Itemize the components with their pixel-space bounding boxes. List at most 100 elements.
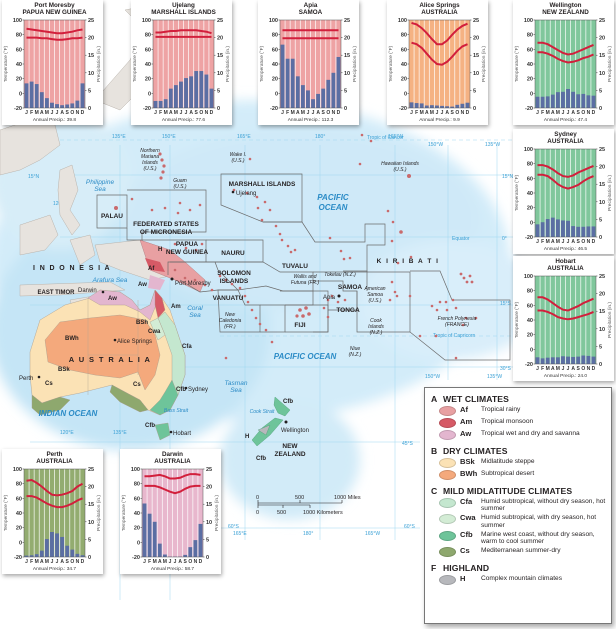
svg-text:Mariana: Mariana bbox=[141, 154, 159, 160]
svg-text:80: 80 bbox=[401, 33, 407, 39]
svg-text:Precipitation (in.): Precipitation (in.) bbox=[96, 46, 102, 82]
svg-text:Islands: Islands bbox=[142, 160, 158, 166]
svg-text:A: A bbox=[571, 110, 575, 116]
svg-text:F: F bbox=[541, 239, 544, 245]
swatch-icon bbox=[439, 418, 456, 428]
svg-text:O: O bbox=[188, 559, 192, 565]
svg-text:Temperature (°F): Temperature (°F) bbox=[514, 301, 520, 338]
svg-text:S: S bbox=[577, 239, 581, 245]
legend-group-dry: B DRY CLIMATES BSk Midlatitude steppe BWh S… bbox=[425, 446, 611, 480]
svg-text:Cfb: Cfb bbox=[176, 387, 186, 393]
svg-text:135°W: 135°W bbox=[487, 374, 502, 380]
svg-text:0: 0 bbox=[404, 91, 407, 97]
svg-text:20: 20 bbox=[217, 36, 223, 42]
water-labels: PACIFIC OCEAN PACIFIC OCEAN INDIAN OCEAN… bbox=[39, 179, 349, 418]
svg-text:Hawaiian Islands: Hawaiian Islands bbox=[381, 161, 419, 167]
svg-text:A: A bbox=[571, 239, 575, 245]
svg-text:100: 100 bbox=[398, 18, 407, 24]
svg-text:25: 25 bbox=[217, 18, 223, 24]
svg-text:Precipitation (in.): Precipitation (in.) bbox=[607, 302, 613, 338]
svg-text:O: O bbox=[199, 110, 203, 116]
svg-text:20: 20 bbox=[599, 165, 605, 171]
svg-text:40: 40 bbox=[401, 62, 407, 68]
svg-text:20: 20 bbox=[88, 36, 94, 42]
chart-country-title: AUSTRALIA bbox=[36, 458, 73, 465]
chart-country-title: AUSTRALIA bbox=[547, 265, 584, 272]
svg-text:0°: 0° bbox=[502, 236, 507, 242]
svg-text:25: 25 bbox=[88, 18, 94, 24]
svg-text:Coral: Coral bbox=[187, 305, 203, 312]
svg-text:Precipitation (in.): Precipitation (in.) bbox=[96, 495, 102, 531]
svg-text:80: 80 bbox=[16, 482, 22, 488]
svg-text:S: S bbox=[577, 366, 581, 372]
pacific-islands bbox=[114, 133, 478, 360]
svg-text:25: 25 bbox=[599, 18, 605, 24]
svg-text:Cook: Cook bbox=[370, 318, 382, 324]
svg-text:A: A bbox=[60, 110, 64, 116]
svg-text:A: A bbox=[158, 559, 162, 565]
svg-text:S: S bbox=[322, 110, 326, 116]
svg-text:10: 10 bbox=[599, 71, 605, 77]
svg-text:Tasman: Tasman bbox=[225, 380, 248, 387]
svg-text:165°W: 165°W bbox=[365, 531, 380, 537]
svg-text:M: M bbox=[430, 110, 434, 116]
svg-text:N: N bbox=[332, 110, 336, 116]
svg-text:Guam: Guam bbox=[173, 178, 187, 184]
swatch-icon bbox=[439, 575, 456, 586]
svg-text:20: 20 bbox=[16, 526, 22, 532]
svg-text:Niue: Niue bbox=[350, 346, 361, 352]
svg-text:J: J bbox=[56, 110, 59, 116]
svg-text:French Polynesia: French Polynesia bbox=[438, 316, 477, 322]
svg-text:Cook Strait: Cook Strait bbox=[250, 409, 275, 415]
grid-labels: 135°E 150°E 165°E 180° 165°W 150°W 135°W… bbox=[28, 134, 514, 537]
svg-text:10: 10 bbox=[599, 327, 605, 333]
country-labels: PALAU FEDERATED STATES OF MICRONESIA MAR… bbox=[33, 181, 438, 458]
svg-text:D: D bbox=[199, 559, 203, 565]
svg-text:15°N: 15°N bbox=[28, 174, 40, 180]
svg-text:100: 100 bbox=[524, 274, 533, 280]
svg-text:J: J bbox=[436, 110, 439, 116]
svg-text:S: S bbox=[184, 559, 188, 565]
svg-text:Wellington: Wellington bbox=[281, 428, 309, 434]
chart-city-title: Darwin bbox=[162, 451, 183, 458]
svg-text:J: J bbox=[567, 110, 570, 116]
svg-text:40: 40 bbox=[16, 511, 22, 517]
svg-text:135°W: 135°W bbox=[485, 142, 500, 148]
svg-text:100: 100 bbox=[524, 18, 533, 24]
svg-text:N: N bbox=[76, 110, 80, 116]
svg-text:80: 80 bbox=[527, 33, 533, 39]
swatch-icon bbox=[439, 547, 456, 558]
svg-text:J: J bbox=[180, 110, 183, 116]
svg-text:40: 40 bbox=[527, 191, 533, 197]
svg-text:(FRANCE): (FRANCE) bbox=[445, 322, 469, 328]
svg-text:I N D O N E S I A: I N D O N E S I A bbox=[33, 265, 111, 272]
svg-text:BWh: BWh bbox=[65, 336, 79, 342]
legend-item-am: Am Tropical monsoon bbox=[439, 418, 611, 428]
svg-text:40: 40 bbox=[16, 62, 22, 68]
svg-text:J: J bbox=[536, 110, 539, 116]
svg-text:J: J bbox=[441, 110, 444, 116]
svg-text:500: 500 bbox=[295, 495, 304, 501]
svg-text:5: 5 bbox=[88, 88, 91, 94]
svg-text:0: 0 bbox=[530, 347, 533, 353]
svg-text:0: 0 bbox=[275, 91, 278, 97]
svg-text:J: J bbox=[169, 559, 172, 565]
svg-text:5: 5 bbox=[206, 537, 209, 543]
svg-text:Sea: Sea bbox=[230, 387, 242, 394]
chart-country-title: NEW ZEALAND bbox=[542, 9, 589, 16]
svg-text:J: J bbox=[281, 110, 284, 116]
svg-text:PAPUA: PAPUA bbox=[176, 241, 199, 248]
svg-text:J: J bbox=[51, 559, 54, 565]
svg-text:Apia: Apia bbox=[323, 295, 336, 301]
svg-text:F: F bbox=[541, 366, 544, 372]
svg-text:120°E: 120°E bbox=[60, 430, 74, 436]
svg-text:American: American bbox=[363, 286, 385, 292]
svg-text:5: 5 bbox=[217, 88, 220, 94]
svg-text:(U.S.): (U.S.) bbox=[173, 184, 186, 190]
svg-text:OF MICRONESIA: OF MICRONESIA bbox=[140, 229, 193, 236]
